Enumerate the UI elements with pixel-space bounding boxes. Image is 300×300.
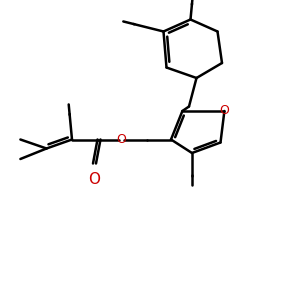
- Text: O: O: [88, 172, 100, 188]
- Text: O: O: [117, 133, 126, 146]
- Text: O: O: [220, 104, 229, 118]
